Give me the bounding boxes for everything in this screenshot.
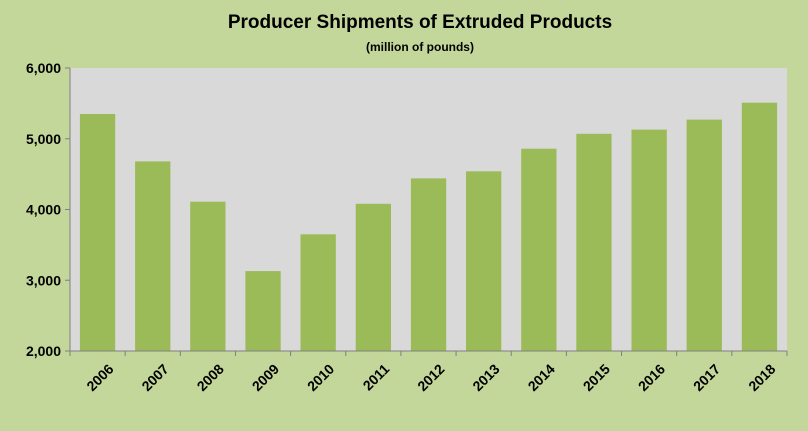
bar-2016 xyxy=(631,129,667,351)
bar-2018 xyxy=(741,102,778,351)
bar-2008 xyxy=(190,201,226,351)
bars-group xyxy=(79,102,778,351)
bar-2017 xyxy=(686,119,722,351)
y-tick-label: 2,000 xyxy=(26,343,61,359)
chart-title: Producer Shipments of Extruded Products xyxy=(228,12,612,33)
y-tick-label: 4,000 xyxy=(26,202,61,218)
bar-2010 xyxy=(300,234,336,351)
bar-2013 xyxy=(466,171,502,351)
bar-2009 xyxy=(245,271,281,351)
y-tick-label: 3,000 xyxy=(26,272,61,288)
y-axis-ticks: 2,000 3,000 4,000 5,000 6,000 xyxy=(26,60,70,359)
bar-2011 xyxy=(355,203,391,351)
bar-2006 xyxy=(79,114,116,351)
chart-subtitle: (million of pounds) xyxy=(366,40,474,54)
y-tick-label: 6,000 xyxy=(26,60,61,76)
bar-2014 xyxy=(521,148,557,351)
y-tick-label: 5,000 xyxy=(26,131,61,147)
bar-2015 xyxy=(576,133,612,351)
bar-2007 xyxy=(135,161,171,351)
bar-2012 xyxy=(410,178,447,351)
